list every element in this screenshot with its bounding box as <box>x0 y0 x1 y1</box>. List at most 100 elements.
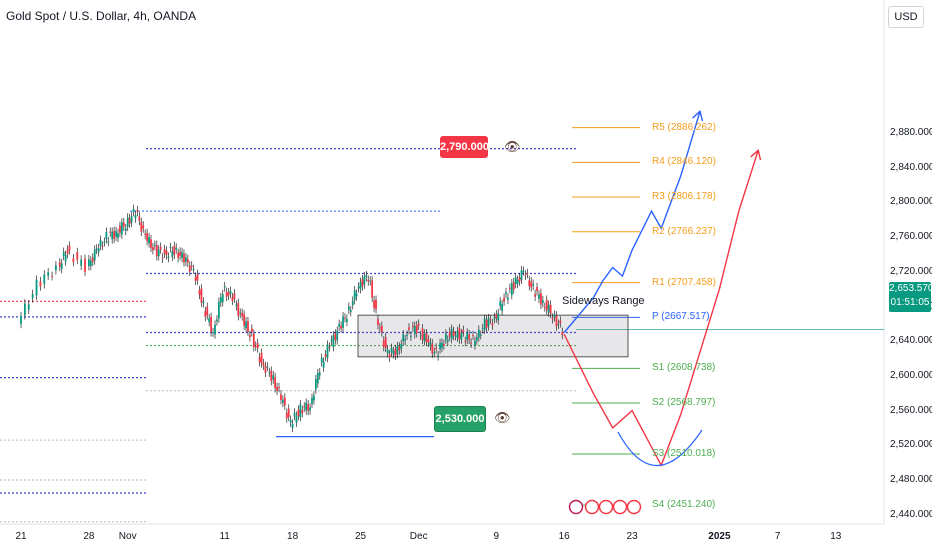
candle-body <box>55 265 57 271</box>
candle-body <box>109 231 112 233</box>
y-tick-label: 2,760.000 <box>890 231 932 243</box>
candle-body <box>429 342 432 347</box>
candle-body <box>474 340 476 346</box>
candle-body <box>332 335 335 348</box>
candle-body <box>64 255 67 262</box>
candle-body <box>514 277 517 285</box>
candle-body <box>217 302 220 319</box>
candle-body <box>272 375 275 380</box>
x-tick-label: Dec <box>409 531 428 542</box>
candle-body <box>247 321 249 332</box>
candle-body <box>249 334 251 338</box>
candle-body <box>227 292 230 296</box>
candle-body <box>307 404 310 411</box>
candle-body <box>305 402 308 411</box>
candle-body <box>23 303 26 316</box>
candle-body <box>179 251 181 256</box>
candle-body <box>190 265 193 267</box>
eye-icon[interactable]: 👁 <box>504 139 521 154</box>
candle-body <box>216 319 218 322</box>
y-tick-label: 2,520.000 <box>890 439 932 451</box>
candle-body <box>136 210 139 212</box>
candle-body <box>256 343 259 349</box>
candle-body <box>66 249 69 255</box>
candle-body <box>132 208 135 212</box>
candle-body <box>274 377 277 389</box>
candle-body <box>241 312 244 317</box>
resistance-tag[interactable]: 2,790.000 <box>440 136 489 158</box>
candle-body <box>103 241 106 243</box>
candle-body <box>540 293 542 305</box>
candle-body <box>377 318 379 325</box>
candle-body <box>140 222 143 232</box>
candle-body <box>421 328 424 340</box>
candle-body <box>390 347 393 353</box>
candle-body <box>39 281 42 287</box>
candle-body <box>344 317 346 319</box>
candle-body <box>411 326 414 328</box>
candle-body <box>282 399 284 403</box>
candle-body <box>202 301 205 304</box>
candle-body <box>361 279 364 287</box>
candle-body <box>283 397 286 406</box>
candle-body <box>93 249 96 261</box>
candle-body <box>340 325 342 329</box>
candle-body <box>165 250 168 256</box>
x-tick-label: 18 <box>287 531 299 542</box>
candle-body <box>553 314 556 318</box>
candle-body <box>169 247 172 249</box>
event-marker-icon <box>626 499 642 515</box>
candle-body <box>295 415 298 423</box>
candle-body <box>328 346 331 348</box>
candle-body <box>336 330 339 341</box>
candle-body <box>148 237 150 244</box>
candle-body <box>388 354 391 358</box>
bar-countdown: 01:51:05 <box>890 297 930 308</box>
candle-body <box>194 276 197 281</box>
candle-body <box>111 231 114 240</box>
candle-body <box>124 228 127 231</box>
candle-body <box>181 252 183 258</box>
candle-body <box>27 304 30 310</box>
candle-body <box>309 407 311 411</box>
candle-body <box>204 311 207 317</box>
candle-body <box>512 282 515 290</box>
candle-body <box>219 297 222 303</box>
candle-body <box>287 408 290 417</box>
currency-button[interactable]: USD <box>888 6 924 28</box>
candle-body <box>561 332 564 336</box>
candle-body <box>413 325 416 335</box>
candle-body <box>400 344 403 350</box>
candle-body <box>466 332 469 340</box>
support-tag[interactable]: 2,530.000 <box>434 406 486 432</box>
event-marker-icon <box>584 499 600 515</box>
pivot-label: S3 (2510.018) <box>652 447 716 459</box>
candle-body <box>47 272 50 276</box>
current-price: 2,653.570 <box>889 283 932 294</box>
candle-body <box>559 320 562 324</box>
candle-body <box>489 319 492 321</box>
eye-icon[interactable]: 👁 <box>494 410 511 425</box>
candle-body <box>89 260 92 267</box>
candle-body <box>373 300 375 308</box>
y-tick-label: 2,600.000 <box>890 369 932 381</box>
candle-body <box>477 329 480 338</box>
candle-body <box>157 249 160 257</box>
candle-body <box>541 300 544 303</box>
candle-body <box>161 257 164 259</box>
candle-body <box>285 412 288 419</box>
candle-body <box>402 334 405 341</box>
candle-body <box>68 245 71 251</box>
candle-body <box>314 379 317 390</box>
candle-body <box>404 339 407 341</box>
candle-body <box>101 245 104 247</box>
candle-body <box>351 300 354 306</box>
candle-body <box>144 233 147 236</box>
candle-body <box>382 340 385 347</box>
y-tick-label: 2,720.000 <box>890 265 932 277</box>
candle-body <box>99 239 102 246</box>
candle-body <box>493 316 496 319</box>
candle-body <box>198 290 201 295</box>
candle-body <box>419 335 422 337</box>
